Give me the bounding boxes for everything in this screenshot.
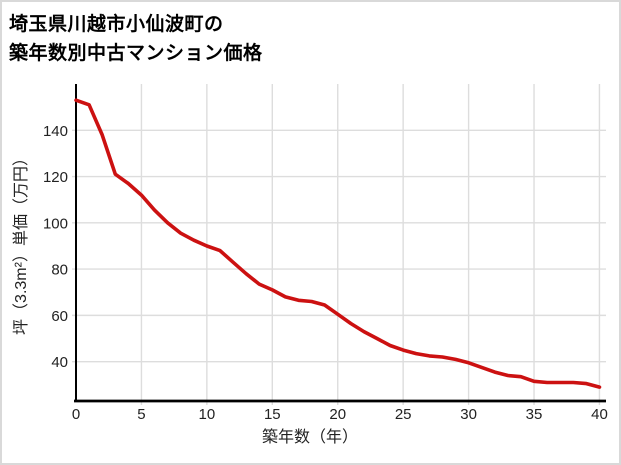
x-tick-label: 25 — [395, 406, 412, 423]
x-tick-label: 0 — [72, 406, 80, 423]
x-tick-label: 20 — [329, 406, 346, 423]
x-tick-label: 30 — [460, 406, 477, 423]
x-tick-label: 5 — [137, 406, 145, 423]
price-line — [74, 98, 602, 389]
y-tick-label: 60 — [51, 308, 68, 325]
y-axis-label: 坪（3.3m²）単価（万円） — [12, 150, 30, 335]
chart-title: 埼玉県川越市小仙波町の築年数別中古マンション価格 — [9, 10, 263, 68]
chart-title-line2: 築年数別中古マンション価格 — [9, 43, 263, 64]
y-tick-label: 120 — [43, 169, 68, 186]
y-tick-label: 80 — [51, 262, 68, 279]
x-tick-label: 40 — [591, 406, 608, 423]
x-tick-label: 15 — [264, 406, 281, 423]
x-tick-label: 10 — [199, 406, 216, 423]
chart-title-line1: 埼玉県川越市小仙波町の — [9, 14, 224, 35]
y-tick-label: 140 — [43, 123, 68, 140]
y-tick-label: 40 — [51, 354, 68, 371]
x-axis-label: 築年数（年） — [262, 428, 358, 446]
y-tick-label: 100 — [43, 215, 68, 232]
x-tick-label: 35 — [526, 406, 543, 423]
